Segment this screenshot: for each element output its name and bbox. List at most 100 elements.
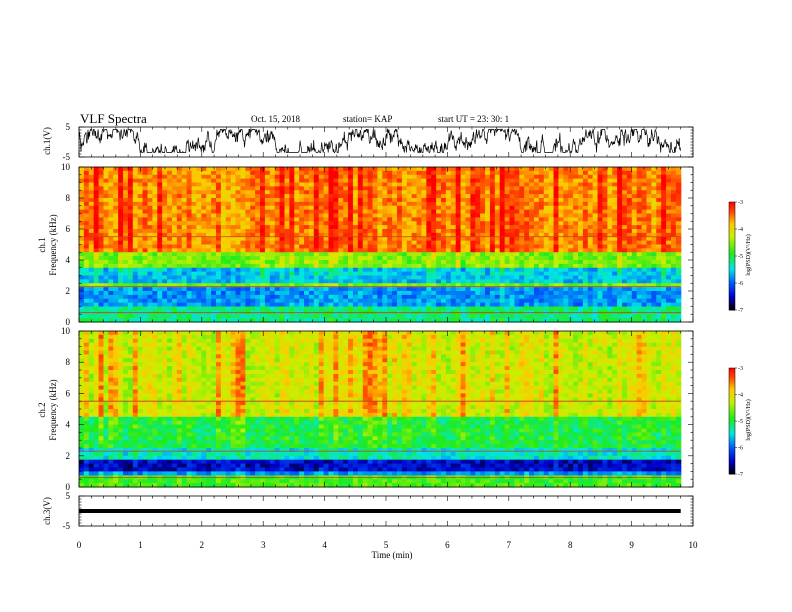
colorbar1-swatch	[729, 261, 735, 264]
colorbar2-swatch	[729, 435, 735, 438]
colorbar2-swatch	[729, 449, 735, 452]
colorbar2-swatch	[729, 465, 735, 468]
y-tick-label: 8	[66, 357, 71, 367]
colorbar1-swatch	[729, 205, 735, 208]
y-tick-label: -5	[63, 152, 71, 162]
colorbar1-swatch	[729, 295, 735, 298]
x-tick-label: 1	[138, 540, 143, 550]
ch1-spectrogram-heatmap	[79, 167, 682, 323]
colorbar1-swatch	[729, 256, 735, 259]
colorbar1-label: log(PSD)(V²/Hz)	[745, 234, 752, 275]
colorbar1-swatch	[729, 214, 735, 217]
y-tick-label: 6	[66, 388, 71, 398]
colorbar2-swatch	[729, 369, 735, 373]
colorbar2-label: log(PSD)(V²/Hz)	[745, 399, 752, 440]
colorbar2-swatch	[729, 387, 735, 390]
colorbar1-swatch	[729, 266, 735, 270]
colorbar1-swatch	[729, 302, 735, 306]
colorbar1-swatch	[729, 292, 735, 295]
colorbar1-swatch	[729, 270, 735, 273]
colorbar1-swatch	[729, 216, 735, 219]
colorbar1-swatch	[729, 209, 735, 212]
y-tick-label: 5	[66, 491, 71, 501]
date-label: Oct. 15, 2018	[251, 114, 300, 124]
colorbar2-swatch	[729, 468, 735, 471]
colorbar2-tick-label: -3	[738, 366, 743, 372]
colorbar1-swatch	[729, 275, 735, 279]
colorbar2-swatch	[729, 424, 735, 427]
colorbar1-swatch	[729, 257, 735, 261]
colorbar2-swatch	[729, 410, 735, 413]
colorbar2-swatch	[729, 405, 735, 408]
colorbar2-swatch	[729, 373, 735, 376]
colorbar1-swatch	[729, 207, 735, 210]
colorbar1-swatch	[729, 288, 735, 291]
colorbar2-swatch	[729, 371, 735, 374]
y-tick-label: 0	[66, 482, 71, 492]
colorbar1-swatch	[729, 229, 735, 232]
colorbar2-swatch	[729, 413, 735, 417]
colorbar2-swatch	[729, 429, 735, 433]
colorbar1-swatch	[729, 274, 735, 277]
colorbar2-swatch	[729, 466, 735, 470]
colorbar1-swatch	[729, 227, 735, 230]
colorbar2-swatch	[729, 417, 735, 420]
colorbar2-swatch	[729, 382, 735, 385]
colorbar1-swatch	[729, 230, 735, 234]
colorbar1-swatch	[729, 234, 735, 237]
colorbar2-swatch	[729, 458, 735, 461]
colorbar2-swatch	[729, 443, 735, 447]
colorbar1-swatch	[729, 202, 735, 205]
ch1-waveform-line	[78, 128, 682, 154]
y-tick-label: 0	[66, 317, 71, 327]
x-tick-label: 2	[200, 540, 205, 550]
colorbar2-swatch	[729, 383, 735, 387]
colorbar2-swatch	[729, 392, 735, 395]
x-tick-label: 3	[261, 540, 266, 550]
colorbar1-tick-label: -5	[738, 254, 743, 260]
colorbar2-swatch	[729, 396, 735, 399]
colorbar2-swatch	[729, 426, 735, 429]
colorbar1-swatch	[729, 243, 735, 246]
colorbar2-tick-label: -7	[738, 472, 743, 478]
colorbar2-swatch	[729, 419, 735, 422]
x-tick-label: 8	[568, 540, 573, 550]
colorbar2-swatch	[729, 454, 735, 457]
station-label: station= KAP	[343, 114, 392, 124]
colorbar2-swatch	[729, 433, 735, 436]
colorbar1-swatch	[729, 268, 735, 271]
colorbar2-swatch	[729, 403, 735, 406]
colorbar1-swatch	[729, 272, 735, 275]
colorbar2-swatch	[729, 431, 735, 434]
colorbar1-tick-label: -4	[738, 227, 743, 233]
colorbar2-swatch	[729, 472, 735, 475]
x-tick-label: 10	[689, 540, 699, 550]
colorbar2-swatch	[729, 442, 735, 445]
y-tick-label: -5	[63, 521, 71, 531]
colorbar1-swatch	[729, 239, 735, 243]
ch1-spectrogram-ylabel-line1: ch.1	[37, 237, 47, 252]
colorbar2-swatch	[729, 428, 735, 431]
start-time-label: start UT = 23: 30: 1	[438, 114, 509, 124]
colorbar2-swatch	[729, 421, 735, 424]
colorbar2-swatch	[729, 378, 735, 381]
colorbar1-swatch	[729, 277, 735, 280]
colorbar1-swatch	[729, 241, 735, 244]
colorbar1-swatch	[729, 283, 735, 286]
colorbar1-swatch	[729, 252, 735, 255]
colorbar2-swatch	[729, 368, 735, 371]
colorbar2-swatch	[729, 438, 735, 441]
x-tick-label: 5	[384, 540, 389, 550]
colorbar2-swatch	[729, 415, 735, 418]
colorbar1-swatch	[729, 211, 735, 214]
colorbar1-swatch	[729, 220, 735, 223]
colorbar1-swatch	[729, 308, 735, 311]
y-tick-label: 6	[66, 224, 71, 234]
ch2-spectrogram-ylabel-line2: Frequency (kHz)	[48, 379, 58, 440]
ch1-waveform-ylabel: ch.1(V)	[42, 127, 52, 155]
colorbar1-swatch	[729, 236, 735, 239]
ch1-spectrogram-ylabel-line2: Frequency (kHz)	[48, 214, 58, 275]
ch2-spectrogram-ylabel-line1: ch.2	[37, 402, 47, 417]
y-tick-label: 8	[66, 193, 71, 203]
colorbar1-swatch	[729, 293, 735, 297]
